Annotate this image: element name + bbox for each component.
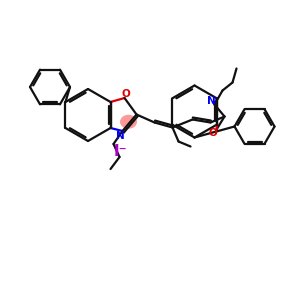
Text: O: O	[121, 89, 130, 99]
Text: I⁻: I⁻	[113, 145, 127, 160]
Text: N: N	[207, 95, 216, 106]
Text: N: N	[116, 131, 125, 141]
Text: O: O	[208, 128, 217, 137]
Ellipse shape	[120, 115, 137, 129]
